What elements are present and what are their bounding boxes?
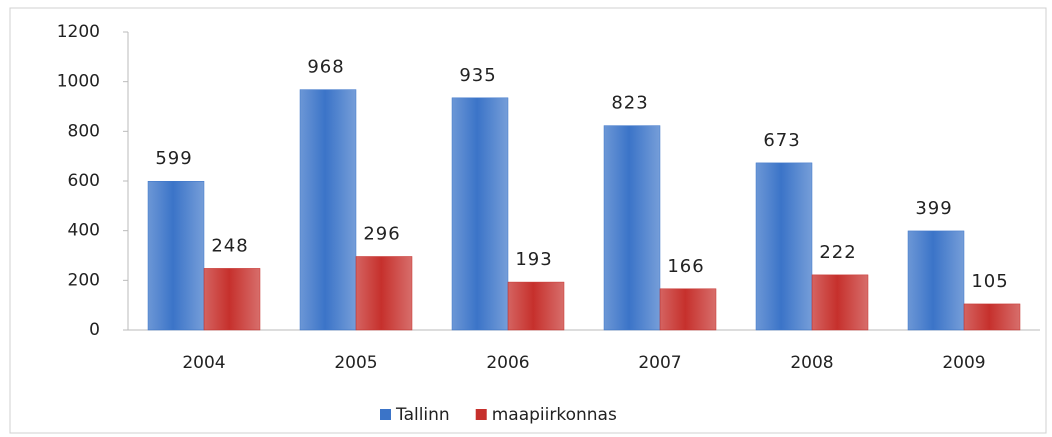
chart-frame <box>9 7 1047 434</box>
x-tick-label: 2009 <box>942 353 985 373</box>
data-label: 823 <box>611 93 648 114</box>
y-tick-label: 1000 <box>57 72 100 92</box>
data-label: 599 <box>155 148 192 169</box>
bar <box>355 256 413 331</box>
bar <box>203 268 261 331</box>
legend-swatch <box>475 409 487 420</box>
legend-swatch <box>380 409 391 420</box>
y-tick-label: 400 <box>68 221 100 241</box>
bar <box>299 89 357 331</box>
y-tick-label: 0 <box>89 320 100 340</box>
x-tick-label: 2006 <box>486 353 529 373</box>
data-label: 935 <box>459 65 496 86</box>
data-label: 673 <box>763 130 800 151</box>
bar <box>755 162 813 331</box>
x-tick-label: 2007 <box>638 353 681 373</box>
bar <box>811 274 869 331</box>
legend-label: Tallinn <box>395 405 450 425</box>
bar <box>451 97 509 331</box>
bar <box>659 288 717 331</box>
data-label: 399 <box>915 198 952 219</box>
x-tick-label: 2008 <box>790 353 833 373</box>
x-tick-label: 2005 <box>334 353 377 373</box>
data-label: 248 <box>211 235 248 256</box>
data-label: 968 <box>307 57 344 78</box>
bar <box>963 303 1021 331</box>
bar <box>147 180 205 331</box>
legend-label: maapiirkonnas <box>492 405 617 425</box>
y-tick-label: 800 <box>68 121 100 141</box>
data-label: 193 <box>515 249 552 270</box>
y-tick-label: 600 <box>68 171 100 191</box>
bar <box>603 125 661 331</box>
bar <box>507 281 565 331</box>
y-tick-label: 200 <box>68 270 100 290</box>
y-tick-label: 1200 <box>57 22 100 42</box>
x-tick-label: 2004 <box>182 353 225 373</box>
bar <box>907 230 965 331</box>
data-label: 166 <box>667 256 704 277</box>
data-label: 296 <box>363 223 400 244</box>
data-label: 105 <box>971 271 1008 292</box>
data-label: 222 <box>819 242 856 263</box>
